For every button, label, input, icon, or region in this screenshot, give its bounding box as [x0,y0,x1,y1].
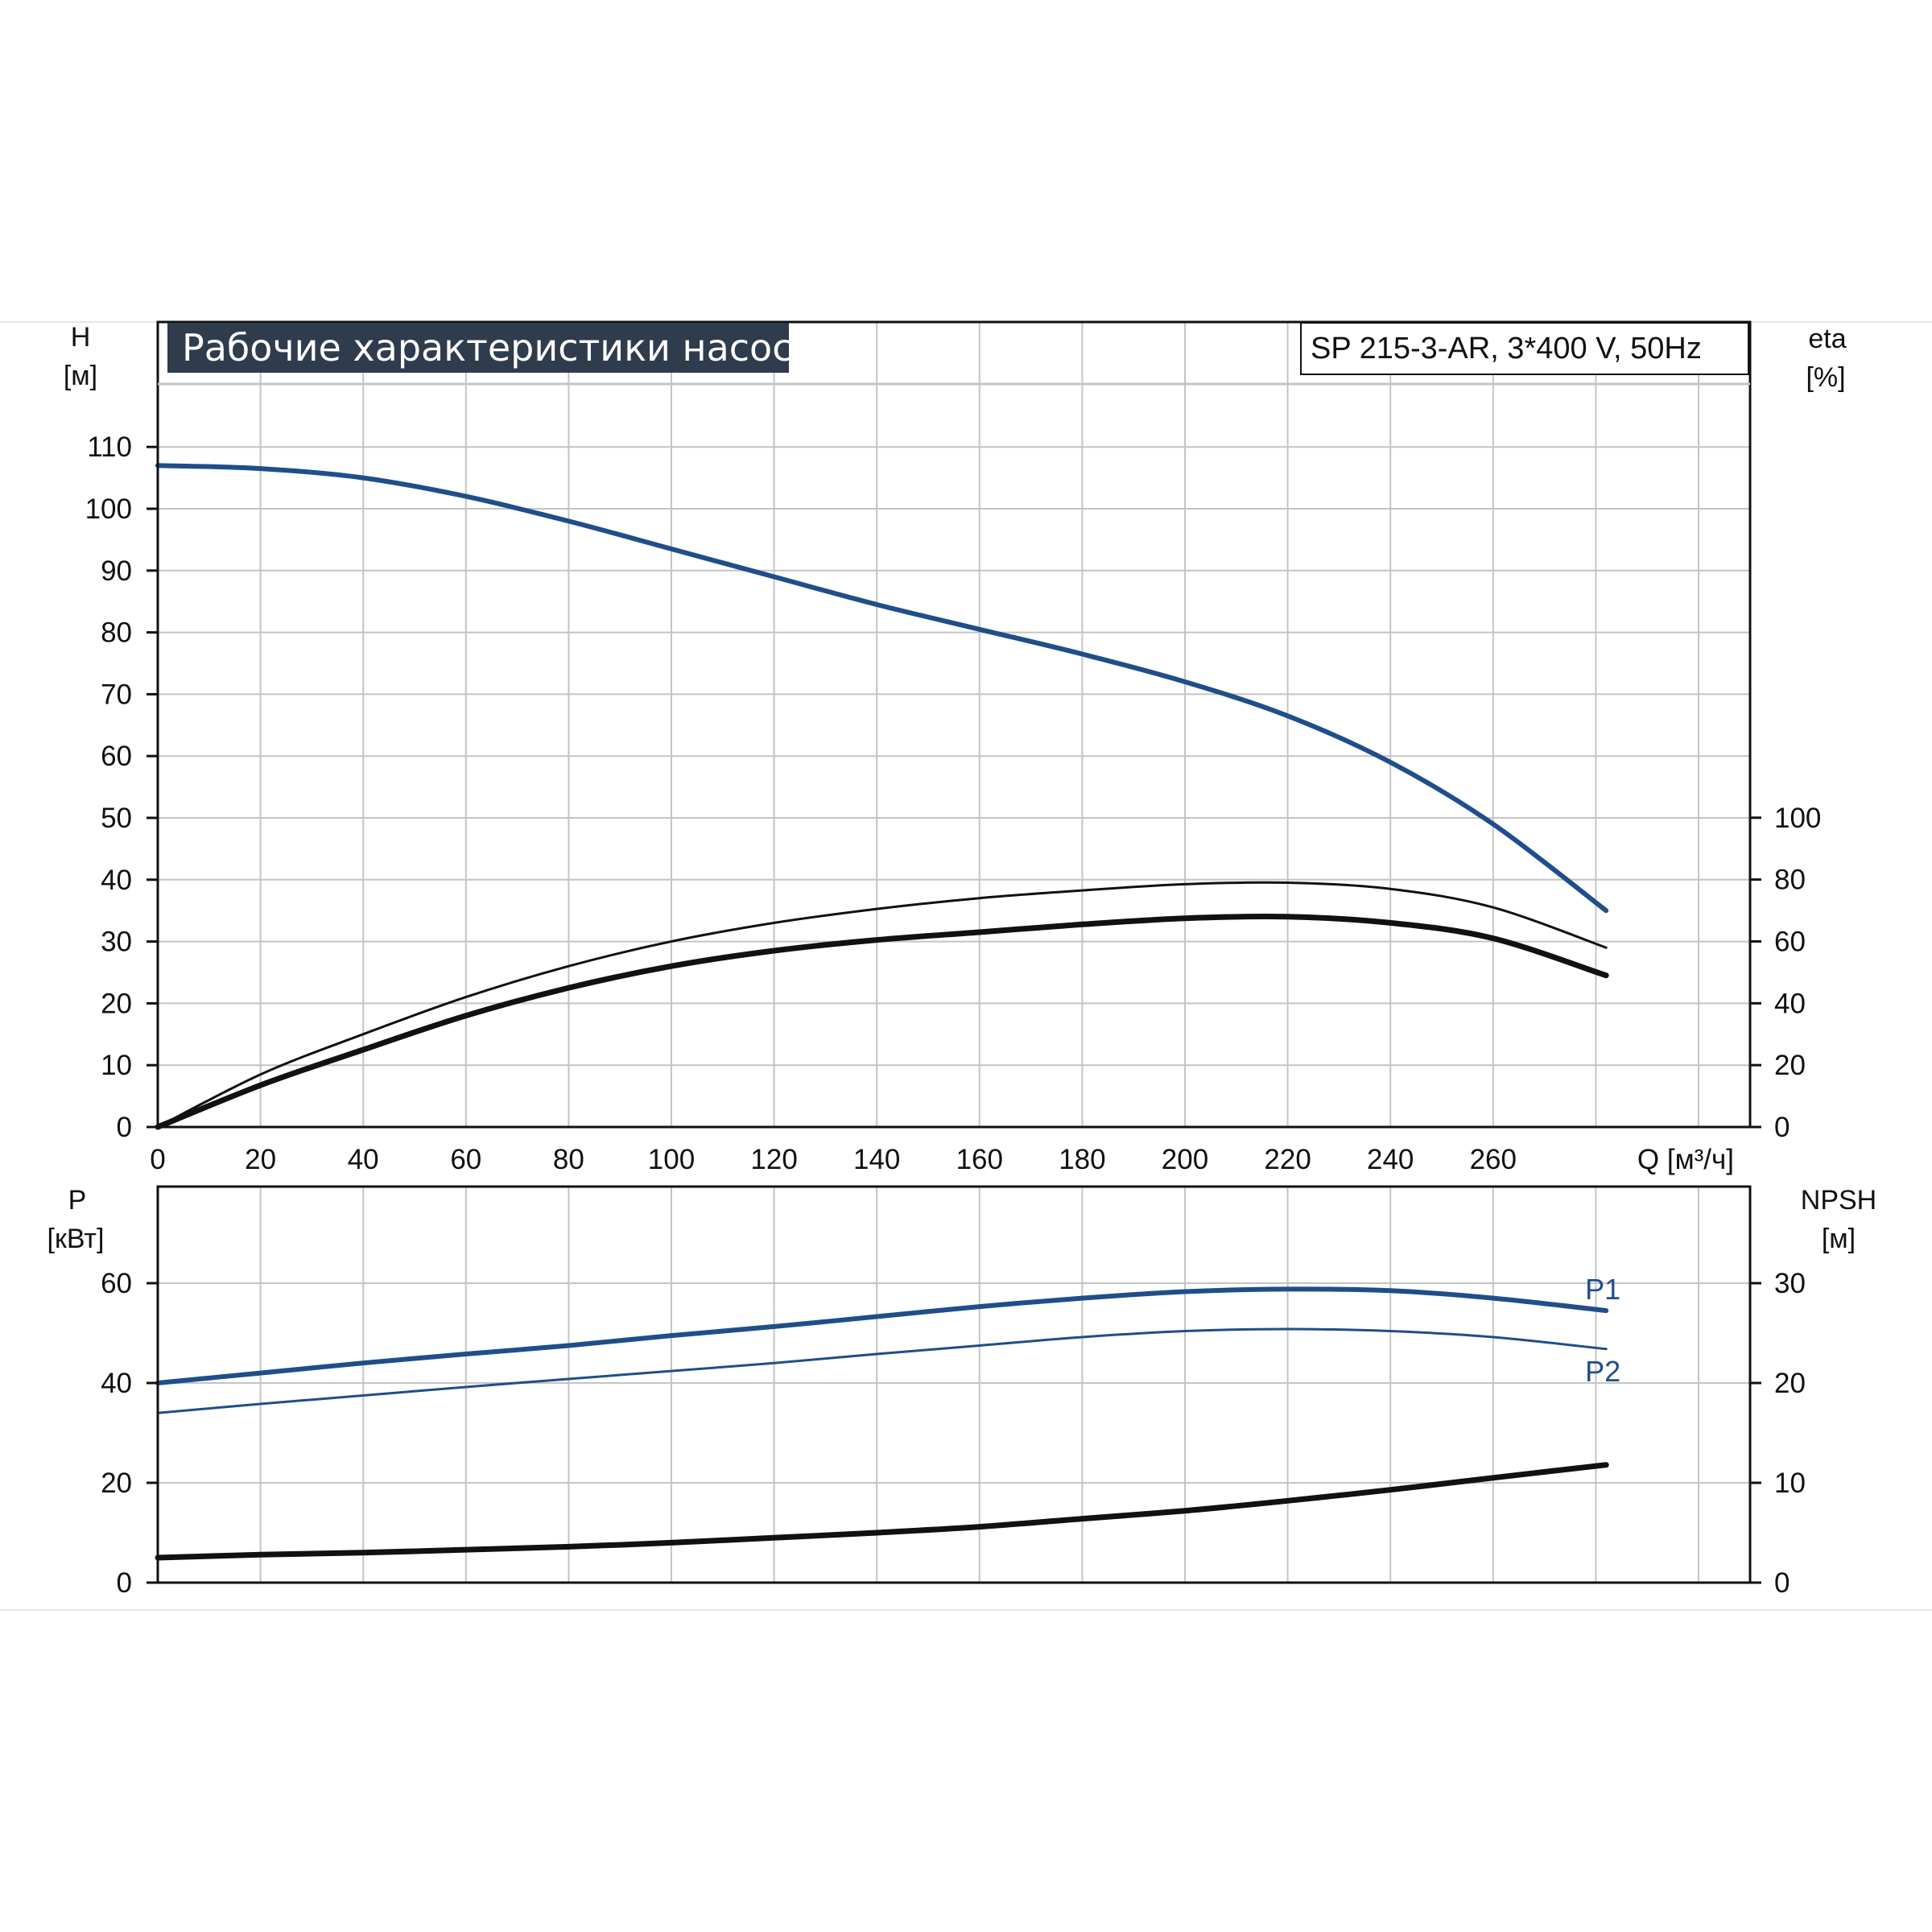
p-axis-unit: [кВт] [47,1224,105,1254]
bottom-panel-curves: P1 P2 [155,1273,1620,1561]
npsh-tick-label: 0 [1774,1567,1790,1599]
top-panel-curves [155,463,1609,1130]
chart-title-box [167,323,789,373]
curve-p1 [155,1286,1609,1385]
eta-axis-label: eta [1808,324,1846,354]
series-curve [155,913,1609,1130]
series-curve [156,881,1608,1129]
eta-tick-label: 100 [1774,803,1821,834]
q-axis-label: Q [м³/ч] [1637,1144,1734,1175]
p-axis-ticks: 0 20 40 60 [101,1268,158,1599]
eta-tick-label: 0 [1774,1112,1790,1143]
q-tick-label: 240 [1367,1144,1414,1175]
q-tick-label: 0 [150,1144,165,1175]
eta-tick-label: 40 [1774,988,1806,1019]
h-tick-label: 0 [117,1112,132,1143]
curve-label-p2: P2 [1585,1355,1620,1388]
h-tick-label: 110 [87,431,132,463]
top-panel-grid [158,322,1750,1127]
h-axis-label: H [71,322,91,353]
npsh-axis-label: NPSH [1801,1185,1876,1216]
h-tick-label: 50 [101,803,132,834]
q-tick-label: 220 [1264,1144,1311,1175]
bottom-panel-grid [158,1187,1750,1583]
eta-tick-label: 60 [1774,926,1806,957]
h-tick-label: 70 [101,679,132,710]
h-axis-ticks: 0 10 20 30 40 50 60 70 80 90 100 110 [85,431,158,1143]
q-tick-label: 40 [348,1144,379,1175]
h-tick-label: 90 [101,555,132,587]
series-curve [155,1462,1609,1561]
q-tick-label: 200 [1162,1144,1208,1175]
h-tick-label: 20 [101,988,132,1019]
top-panel-frame [156,320,1752,1129]
q-tick-label: 80 [553,1144,584,1175]
h-tick-label: 60 [101,741,132,772]
eta-tick-label: 80 [1774,865,1806,896]
npsh-axis-ticks: 0 10 20 30 [1750,1268,1806,1599]
h-tick-label: 40 [101,865,132,896]
q-tick-label: 180 [1059,1144,1105,1175]
series-curve [155,463,1609,914]
h-tick-label: 80 [101,617,132,649]
q-tick-label: 100 [648,1144,695,1175]
p-axis-label: P [68,1185,87,1216]
q-tick-label: 140 [853,1144,900,1175]
npsh-axis-unit: [м] [1822,1224,1856,1254]
eta-axis-ticks: 0 20 40 60 80 100 [1750,803,1821,1143]
q-tick-label: 160 [956,1144,1003,1175]
h-tick-label: 30 [101,927,132,958]
curve-label-p1: P1 [1585,1273,1620,1306]
npsh-tick-label: 20 [1774,1368,1806,1399]
q-tick-label: 60 [450,1144,481,1175]
p-tick-label: 20 [101,1468,132,1499]
h-axis-unit: [м] [64,361,97,391]
model-box [1300,322,1749,375]
p-tick-label: 40 [101,1368,132,1399]
q-axis-ticks: 0 20 40 60 80 100 120 140 160 180 200 220 240 260 [150,1144,1517,1175]
h-tick-label: 10 [101,1050,132,1081]
q-tick-label: 260 [1470,1144,1517,1175]
eta-tick-label: 20 [1774,1050,1806,1081]
h-tick-label: 100 [85,493,132,525]
eta-axis-unit: [%] [1806,362,1845,393]
chart-title: Рабочие характеристики насоса [182,326,815,369]
model-label: SP 215-3-AR, 3*400 V, 50Hz [1311,332,1702,365]
npsh-tick-label: 30 [1774,1268,1806,1299]
q-tick-label: 20 [245,1144,276,1175]
p-tick-label: 60 [101,1268,132,1299]
curve-p2 [156,1327,1608,1414]
q-tick-label: 120 [750,1144,797,1175]
bottom-panel-frame [156,1185,1752,1584]
p-tick-label: 0 [117,1567,132,1599]
npsh-tick-label: 10 [1774,1468,1806,1499]
